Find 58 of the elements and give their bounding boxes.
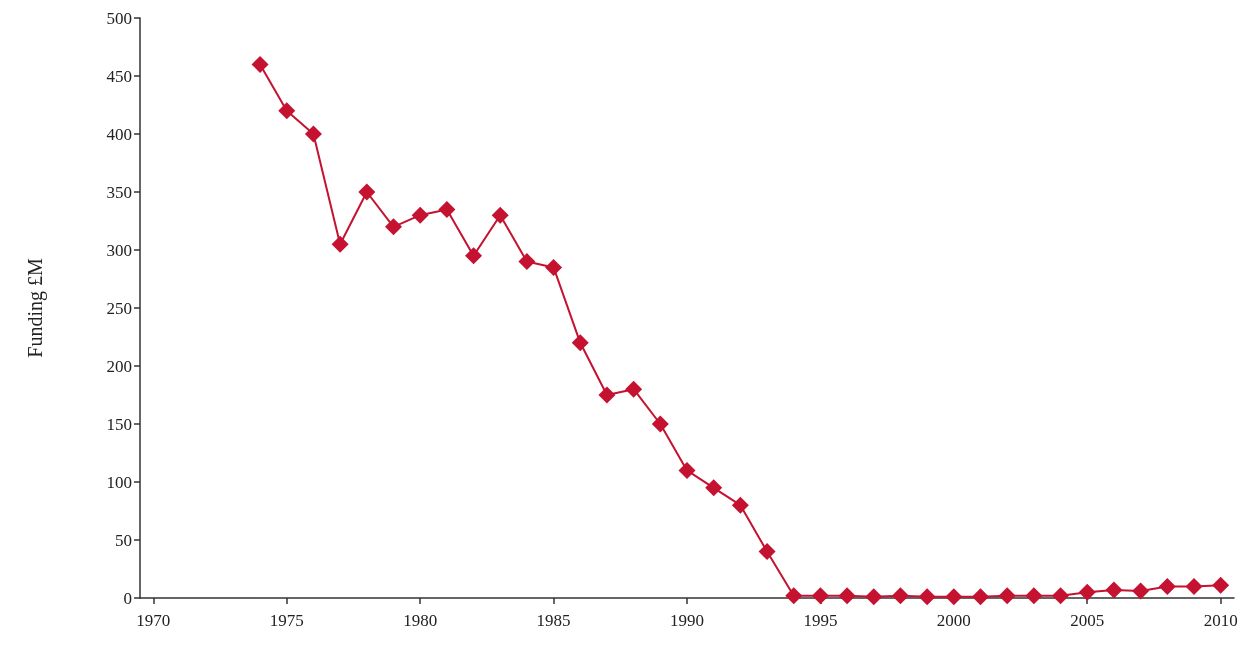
point [251, 55, 269, 73]
y-tick-label: 500 [106, 8, 132, 28]
x-tick-label: 1990 [670, 611, 704, 630]
y-tick-label: 450 [106, 66, 132, 86]
point [891, 587, 909, 605]
point [678, 461, 696, 479]
point [731, 496, 749, 514]
point [571, 334, 589, 352]
x-tick-label: 1970 [136, 611, 171, 630]
point [304, 125, 322, 143]
point [1078, 583, 1096, 601]
point [785, 587, 803, 605]
y-tick-label: 350 [106, 182, 132, 202]
point [1025, 587, 1043, 605]
point [411, 206, 429, 224]
point [491, 206, 509, 224]
point [438, 200, 456, 218]
point [705, 479, 723, 497]
point [1132, 582, 1150, 600]
point [945, 588, 963, 606]
y-tick-label: 150 [106, 414, 132, 434]
point [625, 380, 643, 398]
point [331, 235, 349, 253]
point [651, 415, 669, 433]
x-tick-label: 1985 [536, 611, 571, 630]
point [918, 588, 936, 606]
y-tick-label: 100 [106, 472, 132, 492]
y-tick-label: 400 [106, 124, 132, 144]
x-tick-label: 2000 [936, 611, 971, 630]
point [598, 386, 616, 404]
x-tick-label: 1975 [269, 611, 304, 630]
point [865, 588, 883, 606]
x-tick-label: 2005 [1070, 611, 1105, 630]
point [465, 247, 483, 265]
y-tick-label: 250 [106, 298, 132, 318]
y-axis-title: Funding £M [24, 258, 47, 358]
point [838, 587, 856, 605]
point [1158, 577, 1176, 595]
point [811, 587, 829, 605]
point [1185, 577, 1203, 595]
point [358, 183, 376, 201]
y-tick-label: 50 [115, 530, 132, 550]
point [384, 218, 402, 236]
point [758, 543, 776, 561]
x-tick-label: 2010 [1203, 611, 1238, 630]
point [1052, 587, 1070, 605]
point [1105, 581, 1123, 599]
y-tick-label: 200 [106, 356, 132, 376]
x-tick-label: 1995 [803, 611, 838, 630]
point [998, 587, 1016, 605]
point [518, 253, 536, 271]
point [1212, 576, 1230, 594]
y-tick-label: 0 [123, 588, 132, 608]
x-tick-label: 1980 [403, 611, 438, 630]
y-tick-label: 300 [106, 240, 132, 260]
point [972, 588, 990, 606]
point [278, 102, 296, 120]
point [545, 258, 563, 276]
